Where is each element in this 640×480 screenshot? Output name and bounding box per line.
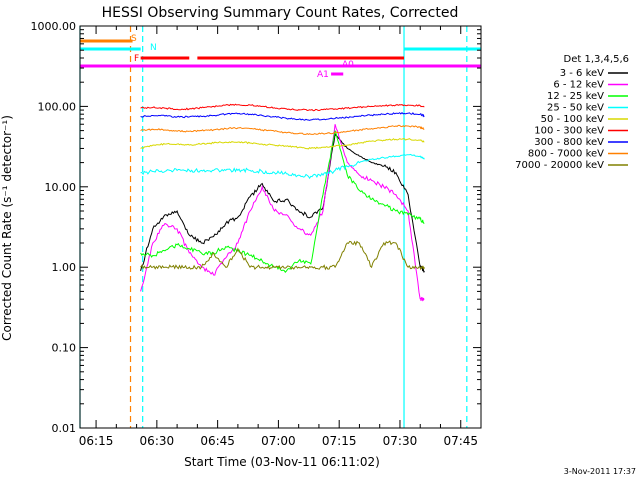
y-tick-label-5: 0.01 (52, 422, 77, 435)
y-tick-label-1: 100.00 (38, 100, 77, 113)
x-tick-label-4: 07:15 (322, 434, 357, 448)
series-line-4 (140, 138, 425, 150)
series-line-7 (140, 124, 425, 135)
x-tick-label-6: 07:45 (443, 434, 478, 448)
series-line-2 (140, 130, 425, 273)
legend-label-3: 25 - 50 keV (547, 103, 604, 114)
y-tick-label-3: 1.00 (52, 261, 77, 274)
legend-label-1: 6 - 12 keV (553, 80, 604, 91)
series-line-1 (140, 124, 425, 302)
chart-title: HESSI Observing Summary Count Rates, Cor… (102, 5, 459, 21)
legend-label-5: 100 - 300 keV (534, 126, 604, 137)
x-tick-label-2: 06:45 (200, 434, 235, 448)
flag-label-F: F (134, 54, 139, 64)
timestamp: 3-Nov-2011 17:37 (564, 467, 636, 476)
legend-label-0: 3 - 6 keV (560, 68, 604, 79)
legend-label-2: 12 - 25 keV (547, 91, 604, 102)
flag-label-A0: A0 (342, 60, 354, 70)
series-line-6 (140, 112, 425, 121)
legend-label-8: 7000 - 20000 keV (515, 160, 604, 171)
legend-label-7: 800 - 7000 keV (528, 149, 604, 160)
flag-label-S: S (131, 34, 137, 44)
y-axis-label: Corrected Count Rate (s⁻¹ detector⁻¹) (0, 115, 14, 341)
x-tick-label-3: 07:00 (261, 434, 296, 448)
series-line-3 (140, 153, 425, 180)
legend-title: Det 1,3,4,5,6 (564, 54, 629, 65)
x-tick-label-1: 06:30 (140, 434, 175, 448)
flag-label-A1: A1 (317, 70, 329, 80)
series-line-5 (140, 103, 425, 112)
y-tick-label-2: 10.00 (45, 181, 77, 194)
y-tick-label-0: 1000.00 (31, 20, 77, 33)
legend-label-4: 50 - 100 keV (541, 114, 605, 125)
x-axis-label: Start Time (03-Nov-11 06:11:02) (184, 455, 380, 469)
x-tick-label-0: 06:15 (79, 434, 114, 448)
flag-label-N: N (150, 43, 157, 53)
x-tick-label-5: 07:30 (383, 434, 418, 448)
y-tick-label-4: 0.10 (52, 342, 77, 355)
series-line-8 (140, 240, 425, 271)
plot-area: S N F A0 A1 (79, 26, 481, 428)
series-line-0 (140, 133, 425, 273)
plot-frame (79, 25, 482, 429)
legend-label-6: 300 - 800 keV (534, 137, 604, 148)
